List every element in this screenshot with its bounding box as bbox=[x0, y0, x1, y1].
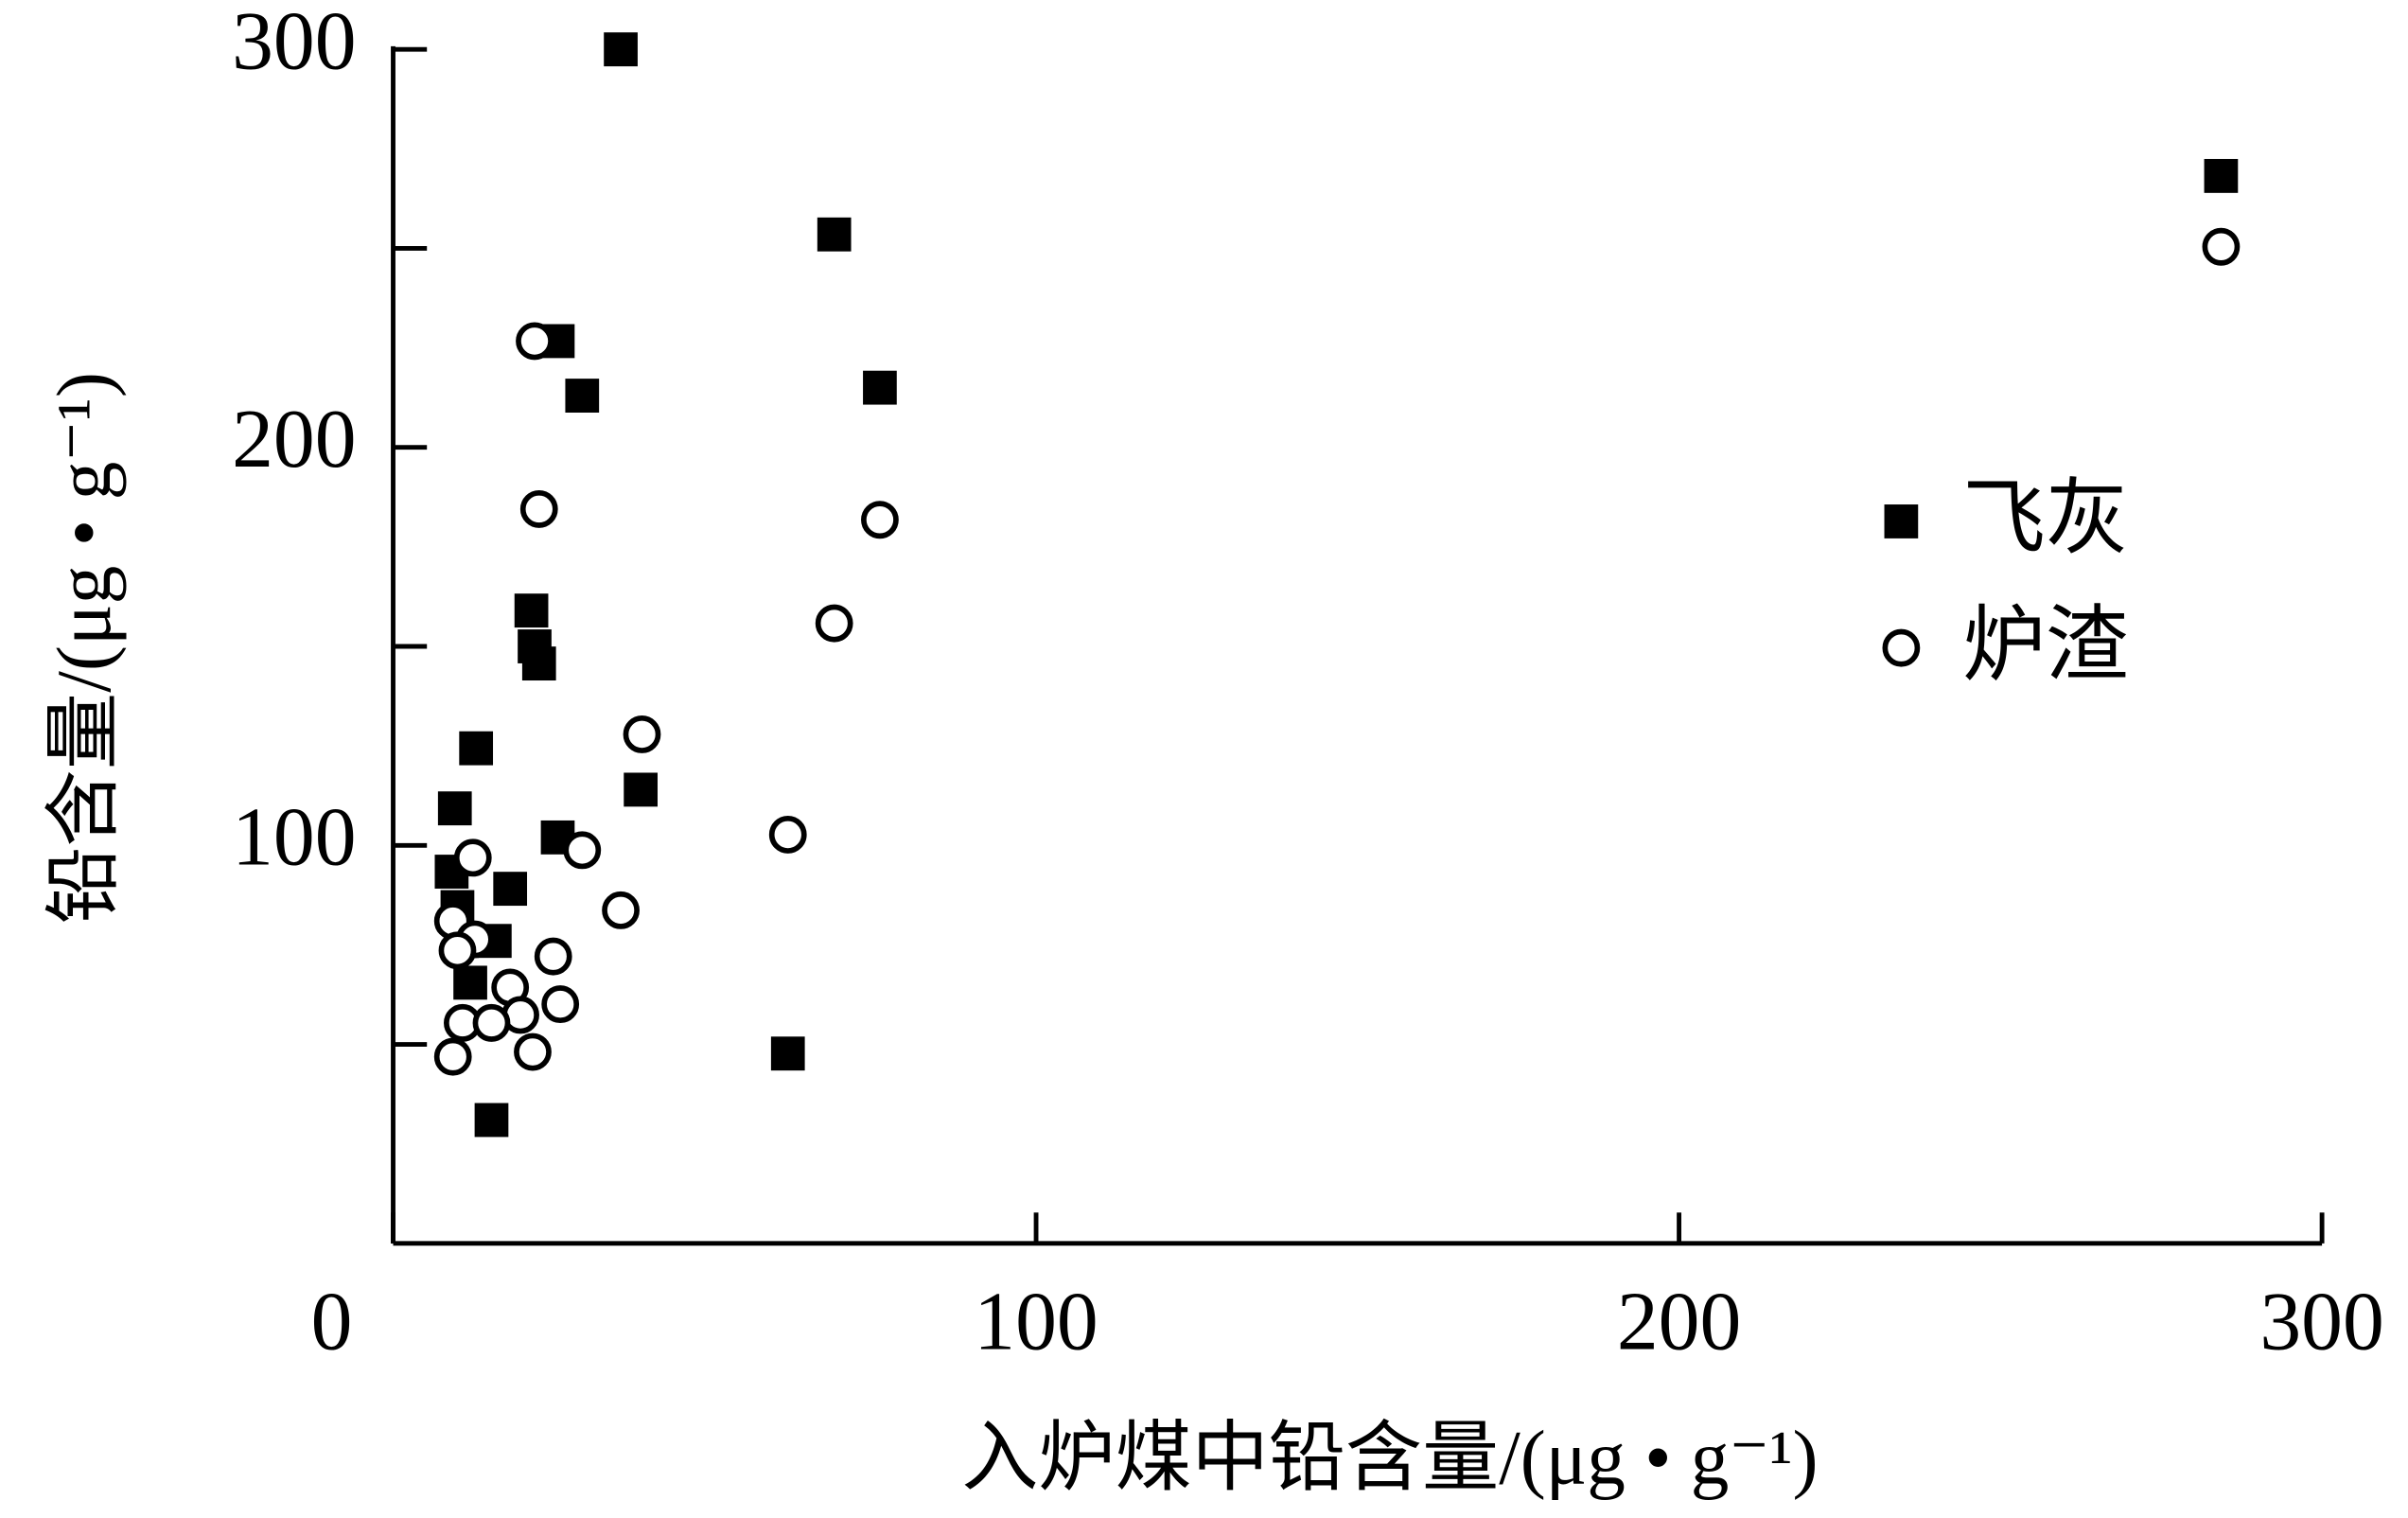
x-tick-label: 100 bbox=[974, 1275, 1098, 1367]
point bbox=[623, 715, 661, 753]
x-tick-label: 0 bbox=[311, 1275, 353, 1367]
legend-label: 炉渣 bbox=[1962, 599, 2128, 691]
x-axis-label: 入炉煤中铅含量/(μg • g⁻¹) bbox=[961, 1415, 1818, 1500]
point bbox=[514, 1033, 552, 1071]
point bbox=[453, 838, 492, 877]
point bbox=[602, 891, 640, 929]
point bbox=[521, 646, 556, 681]
y-axis-label: 铅含量/(μg • g⁻¹) bbox=[42, 372, 127, 924]
point bbox=[563, 831, 602, 870]
point bbox=[541, 985, 580, 1024]
point bbox=[770, 1036, 805, 1071]
point bbox=[815, 604, 853, 643]
point bbox=[493, 872, 528, 907]
point bbox=[768, 815, 807, 854]
legend-label: 飞灰 bbox=[1962, 473, 2128, 565]
point bbox=[817, 217, 852, 252]
legend-marker bbox=[1884, 504, 1919, 538]
point bbox=[863, 370, 897, 405]
point bbox=[514, 593, 549, 628]
legend-marker bbox=[1882, 628, 1921, 667]
point bbox=[474, 1103, 509, 1138]
x-tick-label: 300 bbox=[2259, 1275, 2383, 1367]
point bbox=[534, 937, 572, 976]
point bbox=[2202, 227, 2241, 266]
y-tick-label: 200 bbox=[232, 393, 356, 485]
point bbox=[516, 322, 554, 361]
y-tick-label: 300 bbox=[232, 0, 356, 86]
point bbox=[624, 772, 658, 807]
x-tick-label: 200 bbox=[1617, 1275, 1741, 1367]
point bbox=[604, 32, 638, 67]
point bbox=[519, 489, 558, 528]
point bbox=[459, 731, 494, 766]
point bbox=[453, 965, 487, 1000]
point bbox=[438, 931, 477, 970]
point bbox=[472, 1003, 511, 1042]
point bbox=[433, 1037, 472, 1076]
y-tick-label: 100 bbox=[232, 790, 356, 882]
point bbox=[565, 379, 600, 413]
point bbox=[861, 501, 899, 539]
point bbox=[2204, 158, 2239, 193]
point bbox=[437, 791, 472, 826]
